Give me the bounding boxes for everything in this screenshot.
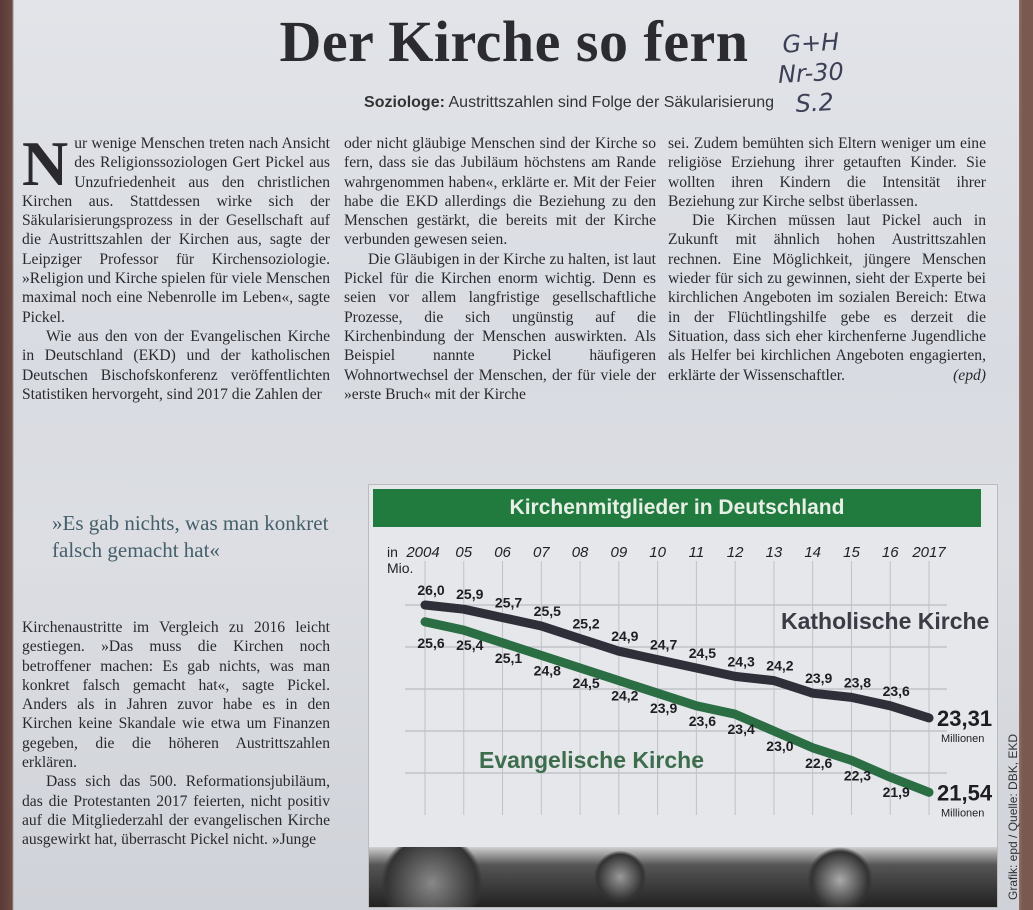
x-tick-label: 05 bbox=[455, 544, 472, 561]
data-label: 24,5 bbox=[572, 675, 599, 691]
x-tick-label: 14 bbox=[804, 544, 821, 561]
drop-cap: N bbox=[22, 128, 69, 199]
x-tick-label: 07 bbox=[533, 544, 550, 561]
paragraph: sei. Zudem bemühten sich Eltern weniger … bbox=[668, 135, 986, 210]
data-label: 24,8 bbox=[534, 662, 561, 678]
x-tick-label: 11 bbox=[689, 544, 705, 561]
newspaper-page: Der Kirche so fern G+H Nr-30 S.2 Soziolo… bbox=[14, 0, 1020, 910]
data-label: 24,7 bbox=[650, 637, 677, 653]
series-name-katholisch: Katholische Kirche bbox=[781, 608, 989, 634]
data-label: 25,2 bbox=[572, 616, 599, 632]
paragraph: oder nicht gläubige Menschen sind der Ki… bbox=[344, 135, 656, 249]
series-name-evangelisch: Evangelische Kirche bbox=[479, 747, 704, 773]
unit-label: Mio. bbox=[387, 560, 413, 576]
final-value-label: 21,54 bbox=[937, 780, 993, 805]
chart-source: Grafik: epd / Quelle: DBK, EKD bbox=[1006, 733, 1020, 900]
data-label: 25,4 bbox=[456, 637, 483, 653]
handwritten-note: G+H Nr-30 S.2 bbox=[777, 26, 846, 119]
data-label: 23,6 bbox=[883, 683, 910, 699]
data-label: 23,8 bbox=[844, 674, 871, 690]
data-label: 22,6 bbox=[805, 755, 832, 771]
signature: (epd) bbox=[953, 366, 986, 384]
data-label: 24,3 bbox=[728, 653, 755, 669]
handwritten-line: S.2 bbox=[794, 88, 835, 118]
data-label: 23,9 bbox=[650, 700, 677, 716]
data-label: 21,9 bbox=[883, 784, 910, 800]
x-tick-label: 16 bbox=[882, 544, 899, 561]
line-chart: 2004 05 06 07 08 09 10 11 12 13 14 15 16 2017 inMio.26… bbox=[387, 544, 993, 819]
x-tick-label: 2017 bbox=[911, 544, 946, 561]
data-label: 23,9 bbox=[805, 670, 832, 686]
headline: Der Kirche so fern bbox=[279, 9, 749, 74]
crowd-photo bbox=[369, 847, 997, 907]
paragraph: Wie aus den von der Evangelischen Kirche… bbox=[22, 327, 330, 403]
final-value-label: 23,31 bbox=[937, 706, 992, 731]
series-line-katholisch bbox=[420, 600, 934, 723]
final-value-unit: Millionen bbox=[941, 733, 984, 745]
data-label: 22,3 bbox=[844, 767, 871, 783]
subheadline: Soziologe: Austrittszahlen sind Folge de… bbox=[214, 94, 774, 112]
data-label: 23,6 bbox=[689, 713, 716, 729]
handwritten-line: G+H bbox=[781, 27, 840, 59]
subheadline-text: Austrittszahlen sind Folge der Säkularis… bbox=[444, 94, 775, 111]
data-label: 25,6 bbox=[417, 635, 444, 651]
data-label: 24,2 bbox=[766, 658, 793, 674]
data-label: 25,1 bbox=[495, 650, 522, 666]
paragraph: Die Gläubigen in der Kirche zu halten, i… bbox=[344, 250, 656, 403]
x-tick-label: 15 bbox=[843, 544, 860, 561]
subheadline-label: Soziologe: bbox=[364, 94, 445, 111]
x-tick-label: 08 bbox=[572, 544, 589, 561]
article-column-2: oder nicht gläubige Menschen sind der Ki… bbox=[344, 134, 656, 404]
article-column-1-lower: Kirchenaustritte im Vergleich zu 2016 le… bbox=[22, 618, 330, 850]
final-value-unit: Millionen bbox=[941, 807, 984, 819]
data-label: 25,7 bbox=[495, 595, 522, 611]
data-label: 25,9 bbox=[456, 586, 483, 602]
data-label: 25,5 bbox=[534, 603, 561, 619]
chart-box: Kirchenmitglieder in Deutschland 2004 05 0… bbox=[368, 484, 998, 908]
paragraph: Die Kirchen müssen laut Pickel auch in Z… bbox=[668, 212, 986, 384]
handwritten-line: Nr-30 bbox=[777, 57, 845, 89]
chart-title: Kirchenmitglieder in Deutschland bbox=[373, 489, 981, 527]
pull-quote: »Es gab nichts, was man konkret falsch g… bbox=[52, 511, 329, 562]
series-line-evangelisch bbox=[420, 617, 934, 797]
data-label: 24,2 bbox=[611, 688, 638, 704]
data-label: 23,0 bbox=[766, 738, 793, 754]
data-label: 26,0 bbox=[417, 582, 444, 598]
data-label: 24,5 bbox=[689, 645, 716, 661]
x-tick-label: 13 bbox=[766, 544, 783, 561]
article-column-3: sei. Zudem bemühten sich Eltern weniger … bbox=[668, 134, 986, 385]
data-label: 23,4 bbox=[728, 721, 755, 737]
paragraph: Kirchenaustritte im Vergleich zu 2016 le… bbox=[22, 619, 330, 772]
x-tick-label: 06 bbox=[494, 544, 511, 561]
x-tick-label: 09 bbox=[611, 544, 628, 561]
x-tick-label: 12 bbox=[727, 544, 744, 561]
x-tick-label: 10 bbox=[649, 544, 666, 561]
data-label: 24,9 bbox=[611, 628, 638, 644]
unit-label: in bbox=[387, 544, 398, 560]
x-tick-label: 2004 bbox=[405, 544, 439, 561]
paragraph: Dass sich das 500. Reformationsjubiläum,… bbox=[22, 773, 330, 849]
